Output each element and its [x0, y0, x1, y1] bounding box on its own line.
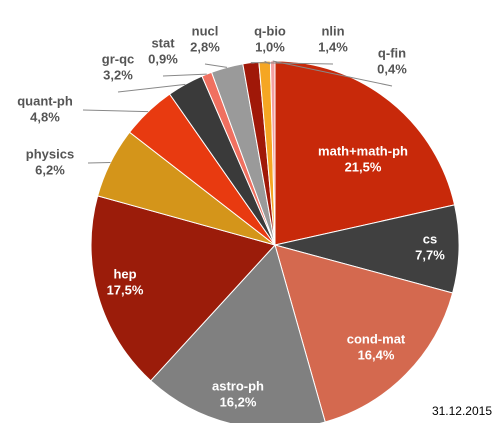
slice-value-label: 17,5%: [107, 282, 144, 297]
slice-value-label: 16,4%: [358, 347, 395, 362]
slice-value-label: 1,0%: [255, 39, 285, 54]
slice-label: q-bio: [254, 23, 286, 38]
leader-line: [250, 62, 334, 65]
slice-value-label: 2,8%: [190, 39, 220, 54]
leader-line: [162, 73, 207, 77]
slice-label: stat: [151, 35, 175, 50]
slice-label: cond-mat: [347, 331, 406, 346]
date-annotation: 31.12.2015: [432, 404, 492, 418]
pie-slice: [90, 195, 276, 382]
leader-line: [82, 109, 149, 113]
slice-label: astro-ph: [212, 378, 264, 393]
leader-line: [272, 60, 393, 87]
slice-value-label: 6,2%: [35, 162, 65, 177]
leader-line: [264, 60, 271, 65]
slice-value-label: 1,4%: [318, 39, 348, 54]
slice-label: cs: [423, 231, 437, 246]
slice-value-label: 16,2%: [220, 394, 257, 409]
slice-value-label: 4,8%: [30, 109, 60, 124]
slice-value-label: 3,2%: [103, 67, 133, 82]
pie: [90, 60, 460, 423]
slice-label: physics: [26, 146, 74, 161]
slice-value-label: 0,9%: [148, 51, 178, 66]
leader-line: [117, 83, 186, 93]
slice-label: nucl: [192, 23, 219, 38]
leader-line: [204, 63, 228, 68]
slice-label: hep: [113, 266, 136, 281]
slice-value-label: 0,4%: [377, 61, 407, 76]
slice-label: q-fin: [378, 45, 406, 60]
slice-label: gr-qc: [102, 51, 135, 66]
slice-label: nlin: [321, 23, 344, 38]
leader-line: [87, 161, 111, 164]
slice-value-label: 21,5%: [345, 159, 382, 174]
pie-slice: [150, 244, 326, 423]
slice-value-label: 7,7%: [415, 247, 445, 262]
pie-slice: [274, 244, 454, 423]
slice-label: math+math-ph: [318, 143, 408, 158]
slice-label: quant-ph: [17, 93, 73, 108]
